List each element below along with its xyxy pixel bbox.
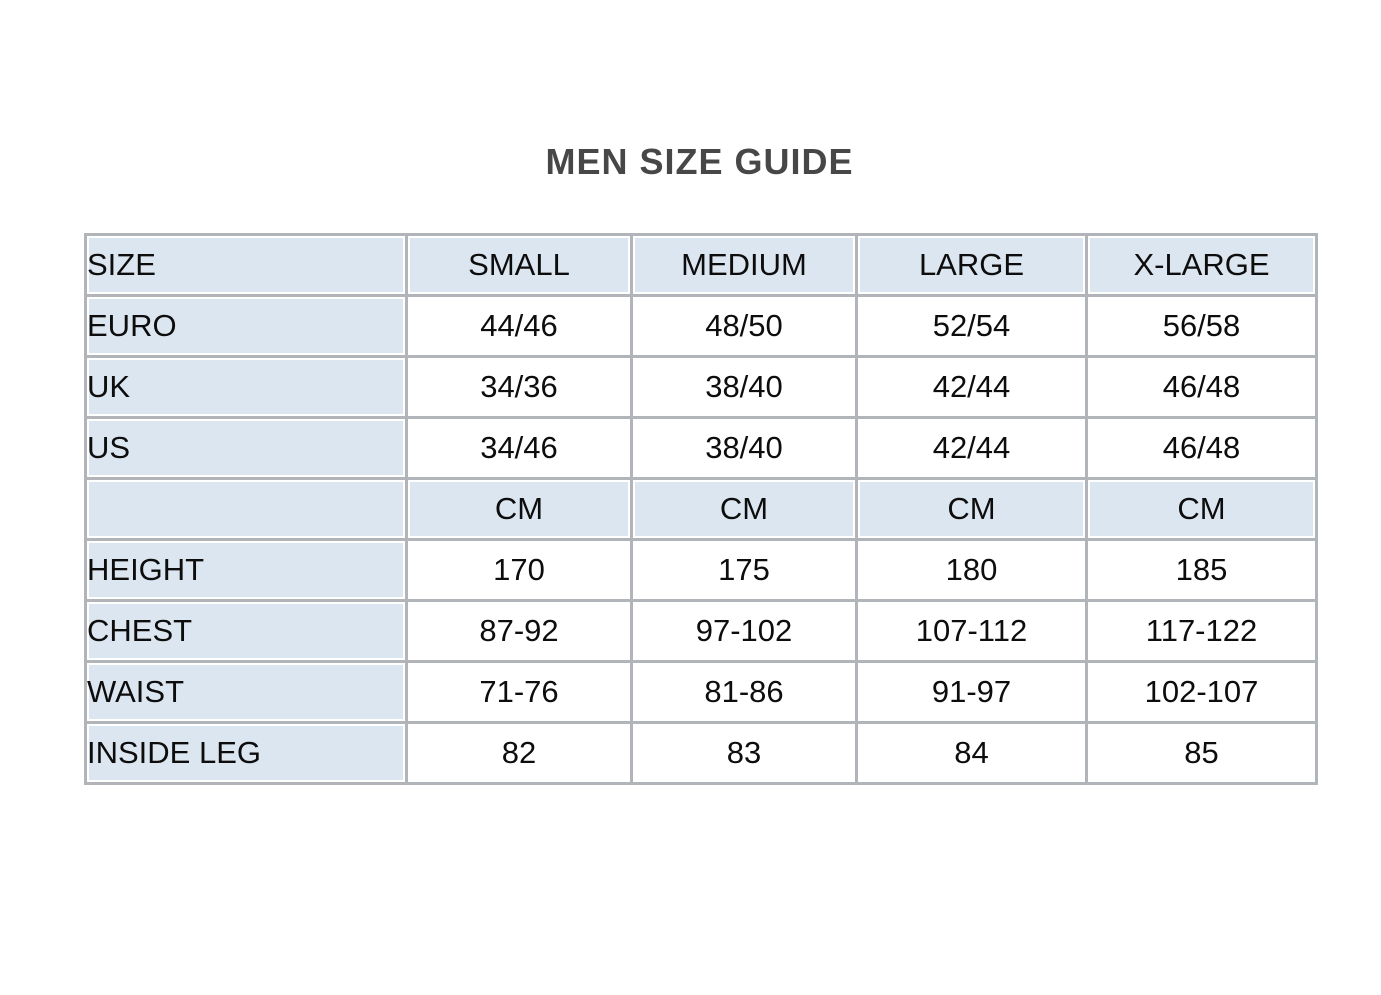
table-row-uk: UK 34/36 38/40 42/44 46/48 [84, 355, 1318, 419]
value-cell: 46/48 [1085, 416, 1318, 480]
value-cell: 48/50 [630, 294, 858, 358]
column-header-xlarge: X-LARGE [1085, 233, 1318, 297]
value-cell: 38/40 [630, 355, 858, 419]
table-row-cm-units: CM CM CM CM [84, 477, 1318, 541]
value-cell: 170 [405, 538, 633, 602]
row-label-chest: CHEST [84, 599, 408, 663]
cm-unit-cell: CM [405, 477, 633, 541]
value-cell: 85 [1085, 721, 1318, 785]
value-cell: 82 [405, 721, 633, 785]
page-title: MEN SIZE GUIDE [545, 141, 854, 182]
value-cell: 52/54 [855, 294, 1088, 358]
value-cell: 34/36 [405, 355, 633, 419]
value-cell: 46/48 [1085, 355, 1318, 419]
table-row-waist: WAIST 71-76 81-86 91-97 102-107 [84, 660, 1318, 724]
value-cell: 81-86 [630, 660, 858, 724]
row-label-waist: WAIST [84, 660, 408, 724]
value-cell: 56/58 [1085, 294, 1318, 358]
value-cell: 42/44 [855, 416, 1088, 480]
value-cell: 91-97 [855, 660, 1088, 724]
column-header-medium: MEDIUM [630, 233, 858, 297]
value-cell: 97-102 [630, 599, 858, 663]
value-cell: 71-76 [405, 660, 633, 724]
cm-unit-cell: CM [855, 477, 1088, 541]
value-cell: 102-107 [1085, 660, 1318, 724]
column-header-large: LARGE [855, 233, 1088, 297]
cm-unit-cell: CM [1085, 477, 1318, 541]
row-label-blank [84, 477, 408, 541]
value-cell: 87-92 [405, 599, 633, 663]
size-guide-table: SIZE SMALL MEDIUM LARGE X-LARGE EURO 44/… [84, 233, 1318, 785]
row-label-euro: EURO [84, 294, 408, 358]
table-row-us: US 34/46 38/40 42/44 46/48 [84, 416, 1318, 480]
table-row-inside-leg: INSIDE LEG 82 83 84 85 [84, 721, 1318, 785]
table-row-chest: CHEST 87-92 97-102 107-112 117-122 [84, 599, 1318, 663]
table-row-height: HEIGHT 170 175 180 185 [84, 538, 1318, 602]
value-cell: 34/46 [405, 416, 633, 480]
value-cell: 83 [630, 721, 858, 785]
row-label-uk: UK [84, 355, 408, 419]
value-cell: 84 [855, 721, 1088, 785]
column-header-small: SMALL [405, 233, 633, 297]
value-cell: 44/46 [405, 294, 633, 358]
cm-unit-cell: CM [630, 477, 858, 541]
value-cell: 175 [630, 538, 858, 602]
row-label-inside-leg: INSIDE LEG [84, 721, 408, 785]
table-row-euro: EURO 44/46 48/50 52/54 56/58 [84, 294, 1318, 358]
value-cell: 107-112 [855, 599, 1088, 663]
value-cell: 38/40 [630, 416, 858, 480]
value-cell: 117-122 [1085, 599, 1318, 663]
row-label-height: HEIGHT [84, 538, 408, 602]
value-cell: 180 [855, 538, 1088, 602]
column-header-size: SIZE [84, 233, 408, 297]
value-cell: 42/44 [855, 355, 1088, 419]
row-label-us: US [84, 416, 408, 480]
header-row: SIZE SMALL MEDIUM LARGE X-LARGE [84, 233, 1318, 297]
value-cell: 185 [1085, 538, 1318, 602]
